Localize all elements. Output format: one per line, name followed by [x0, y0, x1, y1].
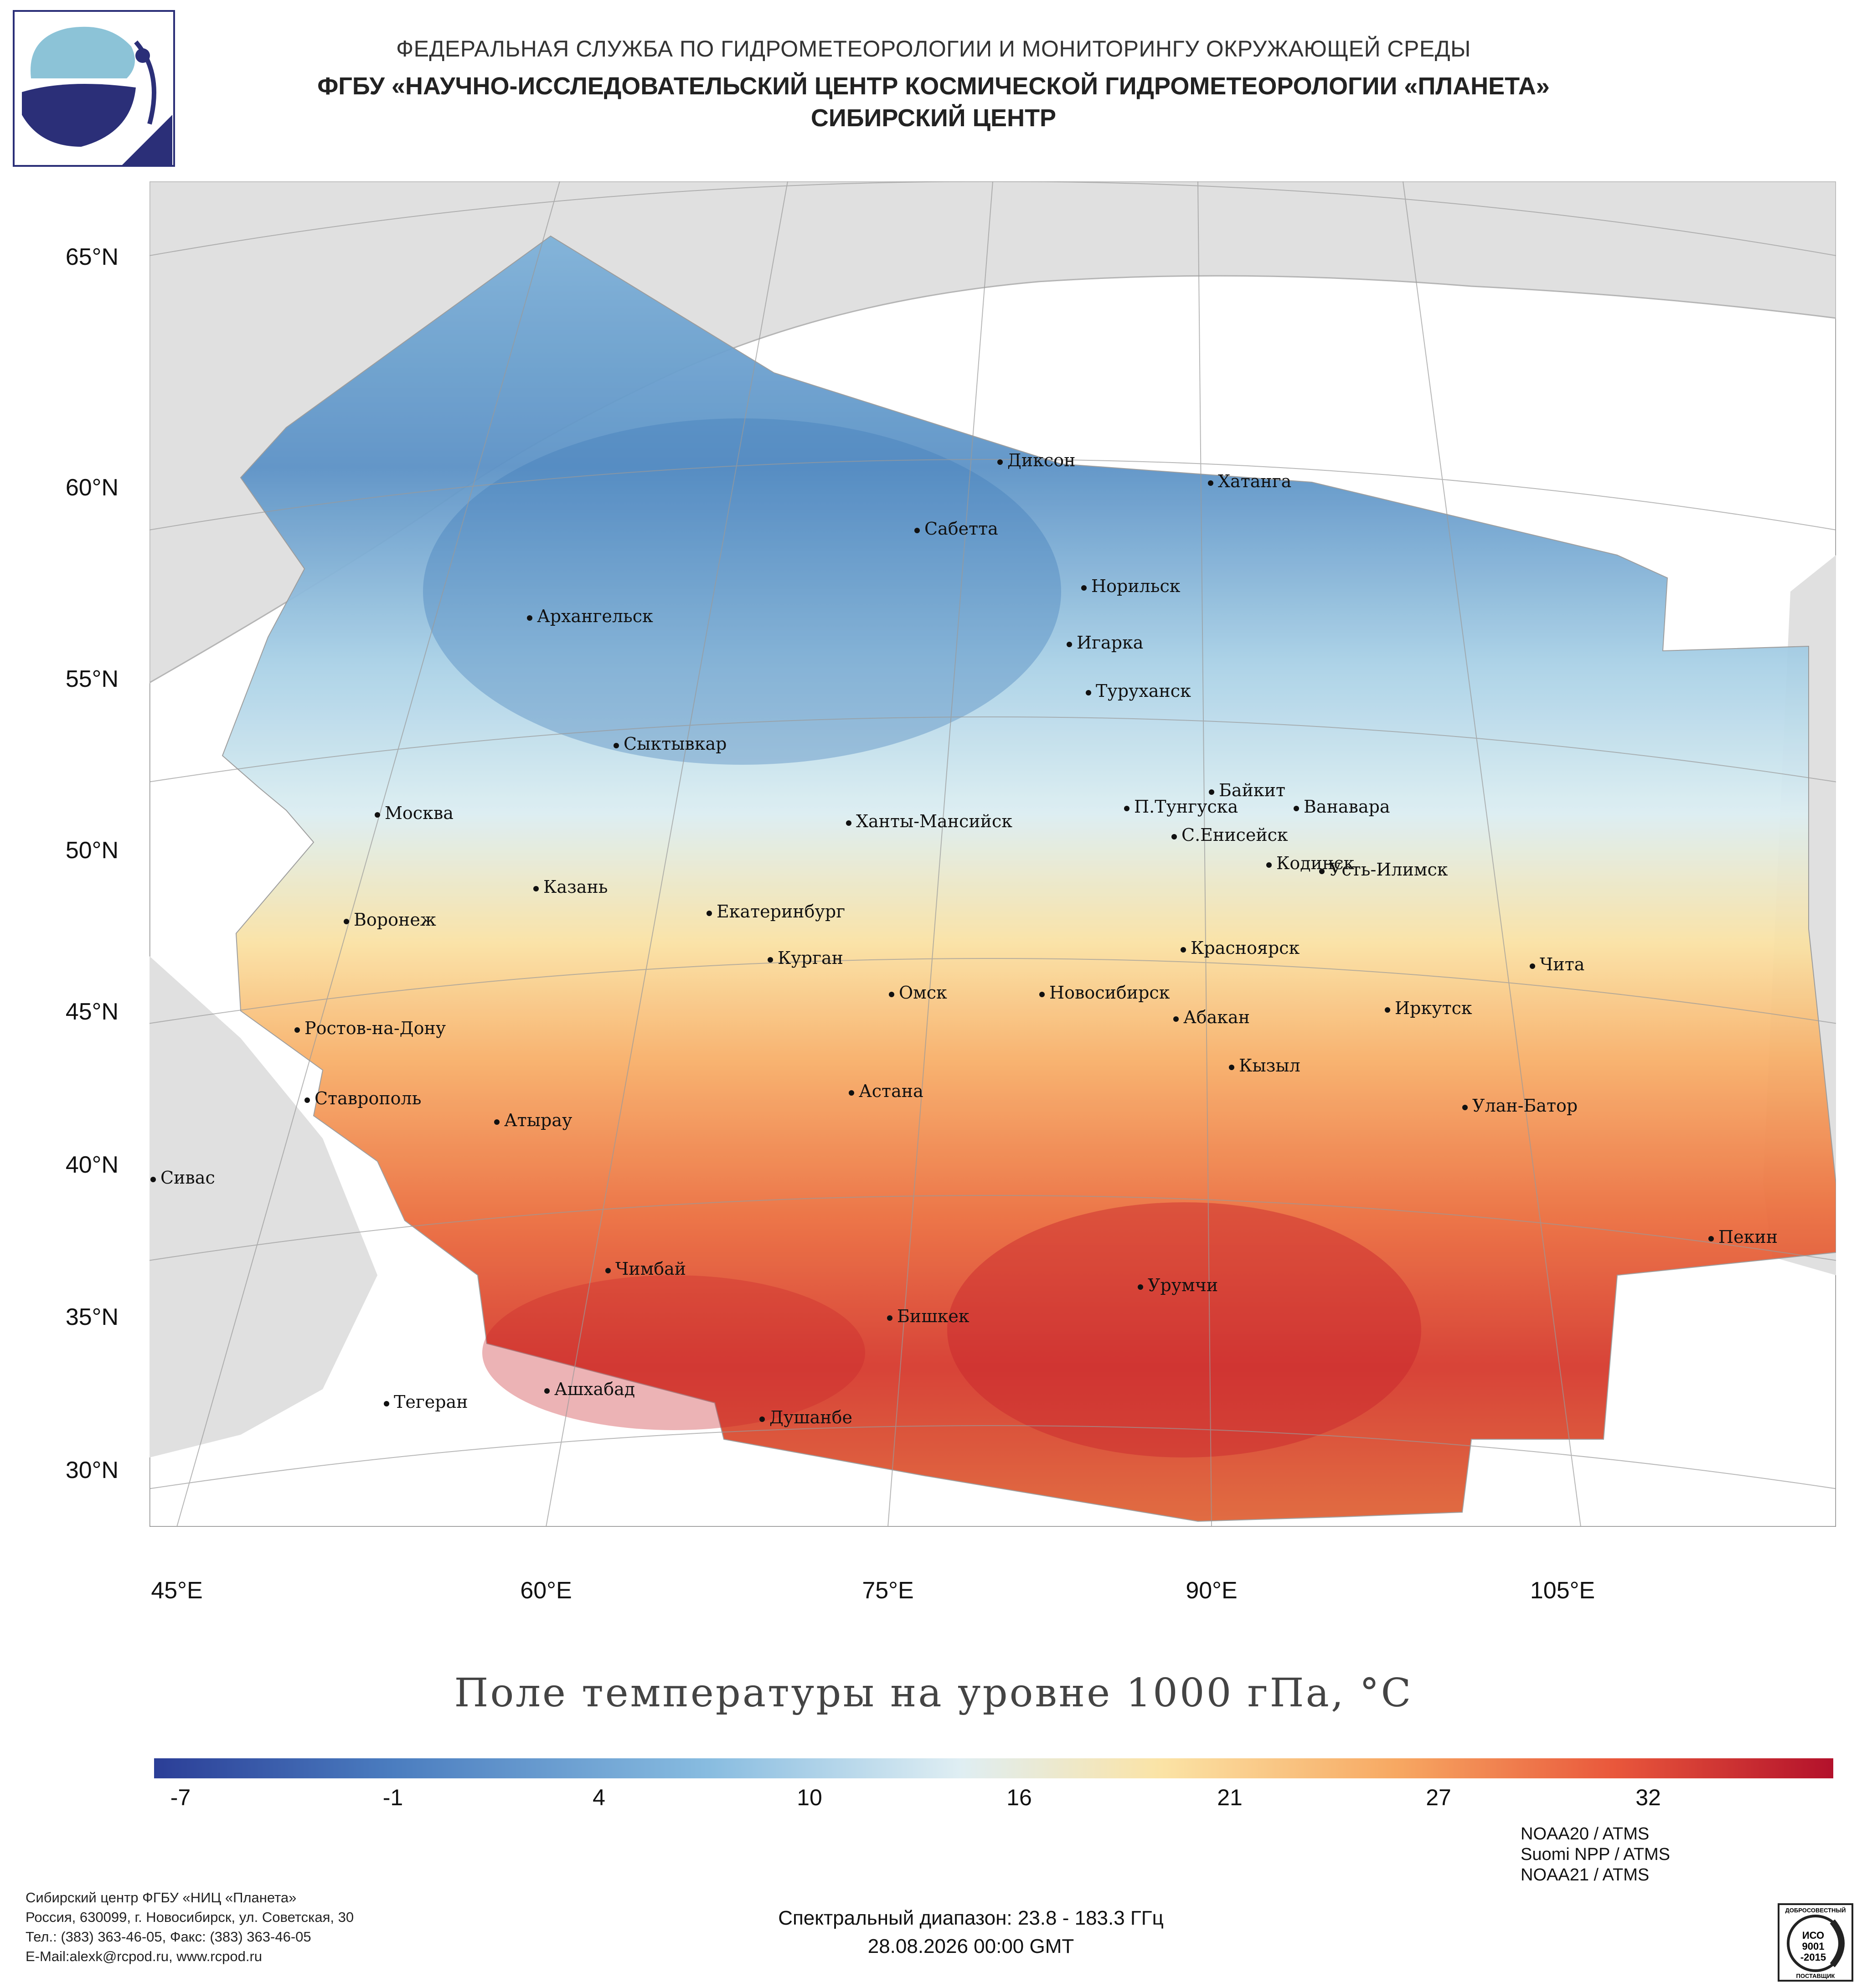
city-label: Екатеринбург: [706, 901, 846, 922]
temperature-field: [222, 235, 1836, 1522]
spectral-range: Спектральный диапазон: 23.8 - 183.3 ГГц: [778, 1907, 1164, 1929]
city-label: Омск: [889, 983, 947, 1003]
city-label: Сивас: [150, 1168, 215, 1188]
lat-label-35: 35°N: [65, 1304, 119, 1330]
iso-mid2: 9001: [1802, 1941, 1825, 1952]
city-label: Тегеран: [384, 1392, 468, 1412]
iso-top-text: ДОБРОСОВЕСТНЫЙ: [1785, 1907, 1846, 1914]
city-label: Ванавара: [1294, 797, 1390, 817]
header-institute: ФГБУ «НАУЧНО-ИССЛЕДОВАТЕЛЬСКИЙ ЦЕНТР КОС…: [317, 72, 1550, 100]
lon-label-60: 60°E: [520, 1577, 572, 1604]
lon-label-105: 105°E: [1530, 1577, 1595, 1604]
colorbar-tick: 4: [593, 1785, 605, 1810]
contact-line: Тел.: (383) 363-46-05, Факс: (383) 363-4…: [26, 1929, 311, 1945]
city-label: Бишкек: [887, 1306, 970, 1326]
city-label: Ашхабад: [544, 1379, 635, 1399]
city-label: Хатанга: [1207, 471, 1292, 491]
header-agency: ФЕДЕРАЛЬНАЯ СЛУЖБА ПО ГИДРОМЕТЕОРОЛОГИИ …: [396, 36, 1471, 62]
city-label: Воронеж: [344, 910, 436, 930]
iso-mid1: ИСО: [1802, 1930, 1824, 1941]
colorbar-tick: 10: [797, 1785, 822, 1810]
colorbar-tick: -1: [382, 1785, 403, 1810]
city-label: Улан-Батор: [1462, 1096, 1578, 1116]
city-label: Казань: [533, 877, 608, 897]
iso-certification-badge: ДОБРОСОВЕСТНЫЙ ИСО 9001 -2015 ПОСТАВЩИК: [1778, 1903, 1853, 1982]
lat-label-50: 50°N: [65, 837, 119, 864]
city-label: Красноярск: [1180, 938, 1300, 958]
city-label: Кодинск: [1266, 853, 1355, 873]
satellite-instrument: NOAA20 / ATMS: [1521, 1824, 1650, 1844]
caspian-region-land: [150, 956, 377, 1458]
lat-label-45: 45°N: [65, 999, 119, 1025]
contact-info: Сибирский центр ФГБУ «НИЦ «Планета» Росс…: [26, 1888, 354, 1966]
city-label: Новосибирск: [1039, 983, 1170, 1003]
city-label: Ростов-на-Дону: [294, 1018, 446, 1038]
warm-core-urumqi: [947, 1202, 1421, 1458]
city-label: П.Тунгуска: [1124, 797, 1238, 817]
city-label: Диксон: [997, 450, 1076, 470]
lat-label-40: 40°N: [65, 1152, 119, 1178]
lon-label-45: 45°E: [151, 1577, 203, 1604]
contact-line: Россия, 630099, г. Новосибирск, ул. Сове…: [26, 1909, 354, 1925]
iso-bottom-text: ПОСТАВЩИК: [1796, 1973, 1835, 1979]
planeta-logo: [13, 10, 175, 167]
warm-core-west: [482, 1275, 865, 1430]
city-label: Архангельск: [527, 606, 653, 626]
colorbar-tick: -7: [170, 1785, 191, 1810]
colorbar-tick: 21: [1217, 1785, 1243, 1810]
temperature-map: [150, 181, 1836, 1527]
city-label: Норильск: [1081, 576, 1181, 596]
city-label: Ставрополь: [304, 1088, 422, 1108]
header-center: СИБИРСКИЙ ЦЕНТР: [810, 104, 1057, 132]
city-label: Игарка: [1066, 633, 1144, 653]
city-label: Курган: [768, 948, 843, 968]
city-label: Урумчи: [1137, 1275, 1218, 1295]
satellite-list: NOAA20 / ATMS Suomi NPP / ATMS NOAA21 / …: [1521, 1824, 1670, 1885]
cold-core-ural: [423, 418, 1061, 765]
city-label: Сыктывкар: [613, 734, 727, 754]
city-label: С.Енисейск: [1171, 825, 1288, 845]
city-label: Душанбе: [759, 1407, 852, 1427]
lat-label-60: 60°N: [65, 474, 119, 501]
city-label: Усть-Илимск: [1319, 860, 1448, 880]
city-label: Атырау: [494, 1110, 572, 1130]
lon-label-75: 75°E: [862, 1577, 914, 1604]
colorbar-tick: 32: [1635, 1785, 1661, 1810]
graticule: [150, 181, 1836, 1527]
iso-mid3: -2015: [1800, 1952, 1826, 1963]
lat-label-30: 30°N: [65, 1457, 119, 1483]
city-label: Абакан: [1173, 1007, 1250, 1027]
colorbar-tick: 16: [1006, 1785, 1032, 1810]
city-label: Иркутск: [1385, 998, 1472, 1018]
contact-line: E-Mail:alexk@rcpod.ru, www.rcpod.ru: [26, 1948, 263, 1964]
lon-label-90: 90°E: [1186, 1577, 1238, 1604]
lat-label-65: 65°N: [65, 244, 119, 270]
city-label: Чита: [1529, 954, 1585, 974]
product-info: Спектральный диапазон: 23.8 - 183.3 ГГц …: [675, 1904, 1267, 1961]
city-label: Астана: [849, 1081, 923, 1101]
colorbar-tick: 27: [1426, 1785, 1451, 1810]
city-label: Туруханск: [1086, 681, 1191, 701]
contact-line: Сибирский центр ФГБУ «НИЦ «Планета»: [26, 1890, 297, 1906]
city-label: Байкит: [1208, 780, 1286, 800]
colorbar: [154, 1758, 1833, 1778]
city-label: Чимбай: [605, 1259, 686, 1279]
city-label: Пекин: [1708, 1227, 1778, 1247]
city-label: Ханты-Мансийск: [846, 811, 1013, 831]
city-label: Кызыл: [1229, 1056, 1300, 1076]
lat-label-55: 55°N: [65, 666, 119, 692]
timestamp: 28.08.2026 00:00 GMT: [867, 1935, 1074, 1957]
city-label: Сабетта: [914, 519, 998, 539]
satellite-instrument: Suomi NPP / ATMS: [1521, 1845, 1671, 1864]
city-label: Москва: [375, 803, 454, 823]
map-title: Поле температуры на уровне 1000 гПа, °С: [454, 1670, 1413, 1716]
satellite-instrument: NOAA21 / ATMS: [1521, 1865, 1650, 1885]
